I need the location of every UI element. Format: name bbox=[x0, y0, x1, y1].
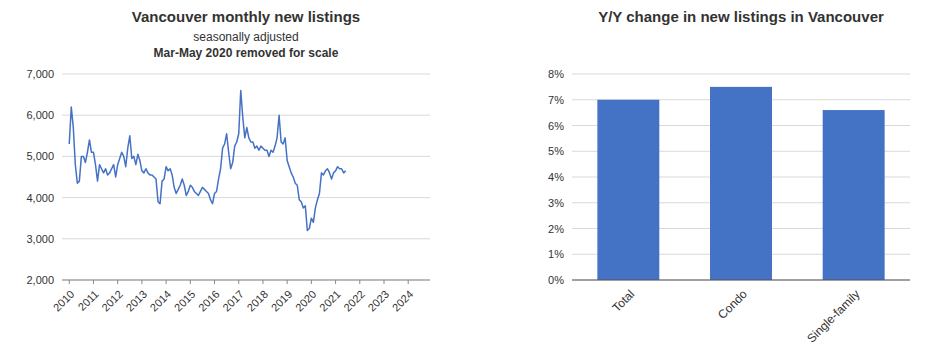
x-tick-label: 2014 bbox=[148, 288, 174, 314]
x-tick bbox=[408, 280, 409, 284]
y-tick-label: 4,000 bbox=[26, 192, 54, 204]
x-tick bbox=[384, 280, 385, 284]
line-series bbox=[69, 90, 345, 230]
chart-title: Vancouver monthly new listings bbox=[132, 8, 360, 25]
x-tick-label: 2024 bbox=[390, 288, 416, 314]
x-tick-label: 2023 bbox=[365, 288, 391, 314]
x-tick-label: Total bbox=[609, 287, 637, 315]
y-tick-label: 2,000 bbox=[26, 274, 54, 286]
x-tick bbox=[190, 280, 191, 284]
grid-line bbox=[572, 280, 910, 281]
bar bbox=[823, 110, 885, 280]
y-tick-label: 5% bbox=[548, 145, 564, 157]
y-tick-label: 2% bbox=[548, 223, 564, 235]
x-axis: 2010201120122013201420152016201720182019… bbox=[51, 280, 416, 314]
x-tick-label: 2020 bbox=[293, 288, 319, 314]
x-tick bbox=[262, 280, 263, 284]
y-axis: 2,000 3,000 4,000 5,000 6,000 7,000 bbox=[26, 68, 430, 286]
y-tick-label: 6,000 bbox=[26, 109, 54, 121]
y-tick-label: 6% bbox=[548, 120, 564, 132]
y-axis: 0% 1% 2% 3% 4% 5% 6% 7% 8% bbox=[548, 68, 910, 286]
grid-line bbox=[62, 156, 430, 157]
x-tick-label: 2011 bbox=[76, 288, 101, 313]
grid-line bbox=[62, 115, 430, 116]
y-tick-label: 0% bbox=[548, 274, 564, 286]
chart-title: Y/Y change in new listings in Vancouver bbox=[598, 8, 884, 25]
y-tick-label: 1% bbox=[548, 248, 564, 260]
x-tick bbox=[93, 280, 94, 284]
chart-subtitle: seasonally adjusted bbox=[193, 30, 298, 44]
x-tick bbox=[214, 280, 215, 284]
x-tick bbox=[166, 280, 167, 284]
chart-canvas: Vancouver monthly new listings seasonally… bbox=[0, 0, 940, 361]
y-tick-label: 7% bbox=[548, 94, 564, 106]
x-tick bbox=[359, 280, 360, 284]
x-tick-label: 2018 bbox=[244, 288, 270, 314]
x-tick bbox=[69, 280, 70, 284]
grid-line bbox=[62, 197, 430, 198]
bar bbox=[597, 100, 659, 280]
y-tick-label: 8% bbox=[548, 68, 564, 80]
x-tick-label: 2016 bbox=[196, 288, 222, 314]
x-tick-label: 2015 bbox=[172, 288, 198, 314]
x-tick bbox=[238, 280, 239, 284]
x-tick bbox=[335, 280, 336, 284]
x-tick-label: 2021 bbox=[317, 288, 343, 314]
plot-area bbox=[69, 90, 345, 230]
x-axis: Total Condo Single-family bbox=[609, 287, 862, 346]
grid-line bbox=[62, 238, 430, 239]
x-tick-label: 2013 bbox=[123, 288, 149, 314]
x-tick-label: 2012 bbox=[99, 288, 125, 314]
y-tick-label: 4% bbox=[548, 171, 564, 183]
x-tick bbox=[141, 280, 142, 284]
y-tick-label: 3,000 bbox=[26, 233, 54, 245]
x-tick-label: 2017 bbox=[220, 288, 246, 314]
x-tick-label: 2019 bbox=[269, 288, 295, 314]
x-tick-label: 2010 bbox=[51, 288, 77, 314]
x-tick-label: 2022 bbox=[341, 288, 367, 314]
y-tick-label: 5,000 bbox=[26, 150, 54, 162]
x-tick-label: Single-family bbox=[804, 287, 862, 345]
x-tick bbox=[117, 280, 118, 284]
x-tick-label: Condo bbox=[715, 287, 750, 322]
bar bbox=[710, 87, 772, 280]
x-tick bbox=[311, 280, 312, 284]
grid-line bbox=[572, 74, 910, 75]
chart-subtitle: Mar-May 2020 removed for scale bbox=[154, 46, 339, 60]
y-tick-label: 3% bbox=[548, 197, 564, 209]
y-tick-label: 7,000 bbox=[26, 68, 54, 80]
plot-area bbox=[597, 87, 884, 280]
grid-line bbox=[62, 74, 430, 75]
x-tick bbox=[287, 280, 288, 284]
x-axis-line bbox=[572, 280, 910, 281]
